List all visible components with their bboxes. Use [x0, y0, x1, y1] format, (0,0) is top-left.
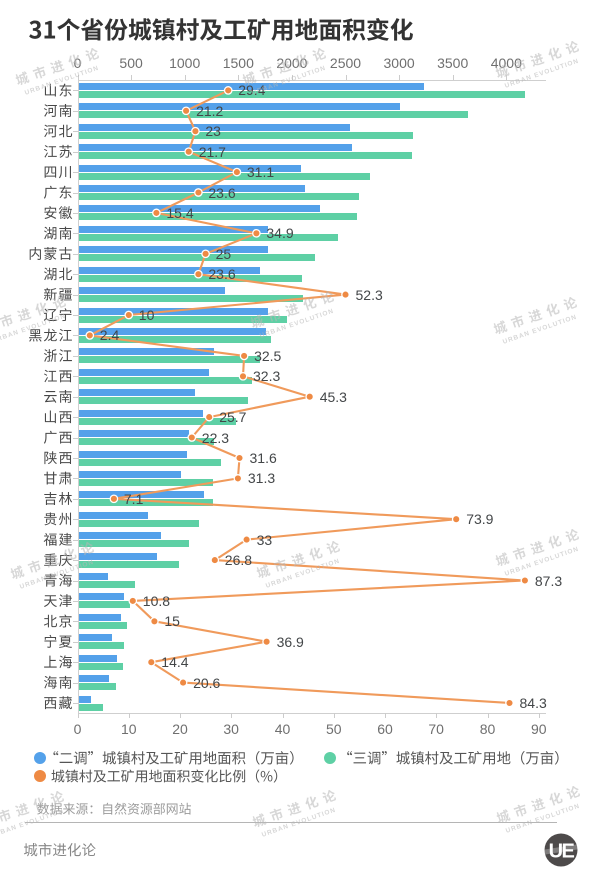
- svg-text:UE: UE: [549, 841, 575, 863]
- svg-text:URBAN EVOLUTION: URBAN EVOLUTION: [504, 58, 580, 90]
- svg-text:URBAN EVOLUTION: URBAN EVOLUTION: [504, 546, 580, 578]
- svg-text:URBAN EVOLUTION: URBAN EVOLUTION: [265, 558, 341, 590]
- svg-text:URBAN EVOLUTION: URBAN EVOLUTION: [502, 314, 578, 346]
- svg-text:URBAN EVOLUTION: URBAN EVOLUTION: [505, 803, 581, 835]
- svg-text:URBAN EVOLUTION: URBAN EVOLUTION: [24, 65, 100, 97]
- svg-text:URBAN EVOLUTION: URBAN EVOLUTION: [19, 559, 95, 591]
- svg-text:URBAN EVOLUTION: URBAN EVOLUTION: [259, 308, 335, 340]
- svg-text:URBAN EVOLUTION: URBAN EVOLUTION: [251, 65, 327, 97]
- svg-text:URBAN EVOLUTION: URBAN EVOLUTION: [261, 807, 337, 839]
- svg-text:URBAN EVOLUTION: URBAN EVOLUTION: [0, 808, 65, 840]
